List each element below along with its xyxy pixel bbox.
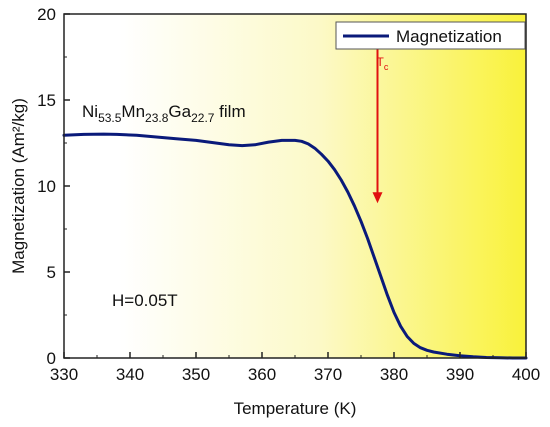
tc-label: Tc bbox=[377, 55, 389, 72]
legend: Magnetization bbox=[335, 21, 526, 50]
x-tick-label: 380 bbox=[380, 365, 408, 384]
x-tick-label: 390 bbox=[446, 365, 474, 384]
y-tick-label: 10 bbox=[37, 177, 56, 196]
tc-arrow-head bbox=[372, 192, 383, 204]
plot-background bbox=[64, 14, 526, 358]
x-tick-label: 330 bbox=[50, 365, 78, 384]
x-tick-label: 400 bbox=[512, 365, 540, 384]
y-axis-ticks: 0 5 10 15 20 bbox=[37, 5, 70, 368]
x-tick-label: 350 bbox=[182, 365, 210, 384]
x-tick-label: 340 bbox=[116, 365, 144, 384]
y-tick-label: 15 bbox=[37, 91, 56, 110]
x-tick-label: 370 bbox=[314, 365, 342, 384]
x-axis-label: Temperature (K) bbox=[234, 399, 357, 418]
y-tick-label: 5 bbox=[47, 263, 56, 282]
legend-label: Magnetization bbox=[396, 27, 502, 46]
sample-composition-label: Ni53.5Mn23.8Ga22.7 film bbox=[82, 102, 246, 125]
x-axis-ticks: 330 340 350 360 370 380 390 400 bbox=[50, 352, 540, 384]
field-label: H=0.05T bbox=[112, 291, 178, 310]
y-axis-label: Magnetization (Am²/kg) bbox=[9, 98, 28, 274]
magnetization-series-line bbox=[62, 132, 528, 360]
y-tick-label: 20 bbox=[37, 5, 56, 24]
y-tick-label: 0 bbox=[47, 349, 56, 368]
x-tick-label: 360 bbox=[248, 365, 276, 384]
